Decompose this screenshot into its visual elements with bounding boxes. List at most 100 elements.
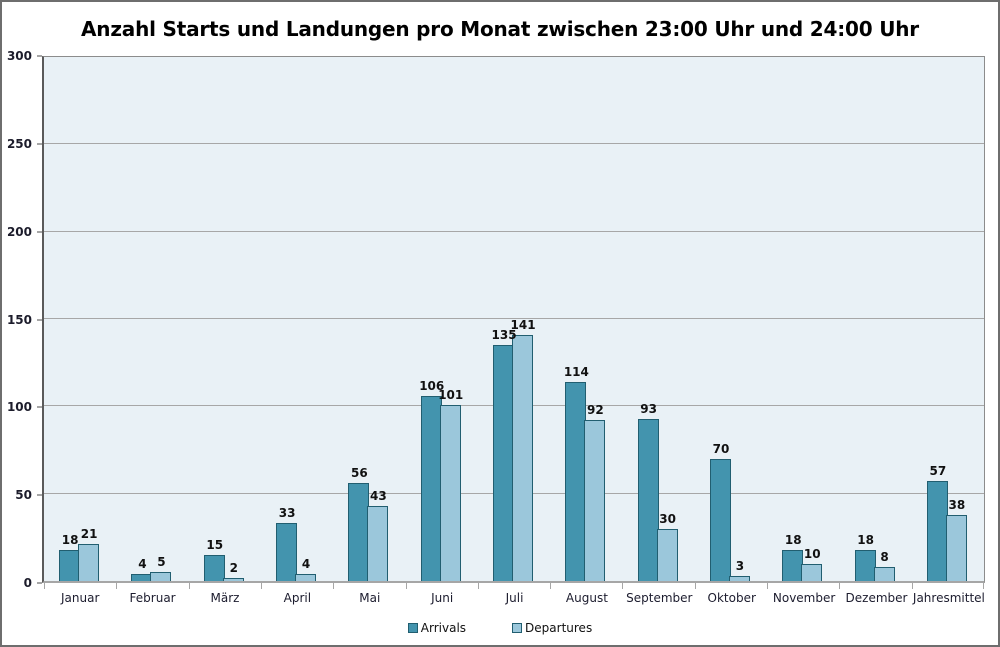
value-label-departures-Dezember: 8 (880, 550, 889, 565)
bar-departures-Dezember[interactable] (873, 567, 895, 581)
bar-departures-Februar[interactable] (150, 572, 172, 581)
value-label-arrivals-Juni: 106 (419, 378, 445, 393)
y-tick-label: 50 (15, 488, 32, 503)
category-group-August: 114 92 (550, 57, 622, 581)
bar-departures-März[interactable] (222, 577, 244, 581)
value-label-departures-Januar: 21 (80, 527, 98, 542)
bar-arrivals-September[interactable] (637, 418, 659, 581)
category-group-Juli: 135 141 (478, 57, 550, 581)
x-tick-mark (622, 583, 624, 589)
value-label-departures-März: 2 (229, 560, 238, 575)
bar-arrivals-Mai[interactable] (348, 483, 370, 581)
value-label-departures-November: 10 (803, 546, 821, 561)
category-group-Dezember: 18 8 (839, 57, 911, 581)
bar-departures-Juli[interactable] (512, 334, 534, 581)
bar-arrivals-August[interactable] (565, 381, 587, 581)
y-tick-label: 300 (6, 49, 32, 63)
x-tick-mark (911, 583, 913, 589)
bar-departures-Januar[interactable] (78, 544, 100, 581)
value-label-departures-Mai: 43 (370, 488, 387, 503)
bar-arrivals-Jahresmittel[interactable] (926, 481, 948, 581)
bar-arrivals-April[interactable] (276, 523, 298, 581)
value-label-arrivals-August: 114 (563, 364, 589, 379)
bar-arrivals-Oktober[interactable] (709, 458, 731, 581)
legend-label: Departures (525, 621, 593, 635)
y-tick-label: 250 (6, 136, 32, 151)
value-label-arrivals-Oktober: 70 (712, 441, 730, 456)
value-label-arrivals-November: 18 (784, 532, 802, 547)
bar-departures-Mai[interactable] (367, 505, 389, 581)
x-tick-mark (694, 583, 696, 589)
value-label-departures-Juli: 141 (510, 317, 536, 332)
bar-departures-April[interactable] (295, 574, 317, 581)
legend-item-arrivals[interactable]: Arrivals (407, 621, 466, 635)
chart-title: Anzahl Starts und Landungen pro Monat zw… (81, 17, 919, 41)
x-category-label-Oktober: Oktober (707, 591, 756, 605)
value-label-arrivals-März: 15 (206, 537, 224, 552)
bar-arrivals-Januar[interactable] (59, 549, 81, 581)
x-tick-mark (983, 583, 984, 589)
x-tick-mark (44, 583, 45, 589)
y-tick-mark (37, 582, 42, 584)
x-tick-mark (188, 583, 190, 589)
value-label-arrivals-Dezember: 18 (857, 532, 874, 547)
value-label-arrivals-Januar: 18 (61, 532, 79, 547)
bar-departures-Oktober[interactable] (728, 575, 750, 581)
x-category-label-Juli: Juli (505, 591, 524, 605)
legend-swatch-icon (512, 623, 523, 633)
x-category-label-April: April (283, 591, 312, 605)
x-tick-mark (405, 583, 407, 589)
x-category-label-September: September (626, 591, 693, 605)
x-category-label-November: November (772, 591, 836, 605)
gridline (44, 143, 984, 145)
bar-departures-November[interactable] (801, 563, 823, 581)
legend-swatch-icon (407, 623, 418, 633)
value-label-departures-September: 30 (659, 511, 677, 526)
x-tick-mark (333, 583, 335, 589)
plot-area: 18 21 4 5 15 2 33 4 56 43 106 101 135 141 114 92 93 30 70 3… (42, 56, 985, 589)
bar-arrivals-November[interactable] (782, 549, 804, 581)
y-tick-mark (37, 55, 42, 57)
y-tick-mark (37, 142, 42, 145)
x-category-label-Jahresmittel: Jahresmittel (912, 591, 985, 605)
bar-arrivals-Februar[interactable] (131, 574, 153, 581)
y-tick-label: 150 (6, 312, 32, 327)
value-label-arrivals-Jahresmittel: 57 (929, 464, 947, 479)
category-group-März: 15 2 (189, 57, 261, 581)
bar-departures-September[interactable] (656, 528, 678, 581)
x-category-label-März: März (210, 591, 240, 605)
category-group-Juni: 106 101 (406, 57, 478, 581)
x-category-label-Januar: Januar (61, 591, 100, 605)
value-label-departures-Oktober: 3 (735, 558, 745, 573)
bar-departures-August[interactable] (584, 420, 606, 581)
legend-item-departures[interactable]: Departures (512, 621, 592, 635)
x-tick-mark (477, 583, 479, 589)
category-group-Jahresmittel: 57 38 (912, 57, 984, 581)
bar-departures-Jahresmittel[interactable] (945, 514, 967, 581)
value-label-departures-Jahresmittel: 38 (948, 497, 966, 512)
value-label-arrivals-Juli: 135 (491, 328, 517, 343)
bar-arrivals-Dezember[interactable] (854, 549, 876, 581)
y-tick-mark (37, 318, 42, 321)
bar-departures-Juni[interactable] (439, 404, 461, 581)
x-axis-labels: Januar Februar März April Mai Juni Juli August S… (44, 591, 985, 609)
x-tick-mark (767, 583, 769, 589)
bar-arrivals-März[interactable] (203, 554, 225, 581)
x-category-label-Dezember: Dezember (845, 591, 908, 605)
category-group-November: 18 10 (767, 57, 839, 581)
y-tick-mark (37, 494, 42, 497)
plot-wrap: 0 50 100 150 200 250 300 18 21 4 5 15 2 33 4 56 43 106 10… (2, 50, 998, 589)
x-tick-mark (550, 583, 552, 589)
category-group-Januar: 18 21 (44, 57, 116, 581)
bar-arrivals-Juli[interactable] (493, 345, 515, 581)
bar-arrivals-Juni[interactable] (420, 395, 442, 581)
y-tick-label: 200 (6, 224, 32, 239)
y-tick-label: 0 (23, 576, 32, 590)
x-category-label-Februar: Februar (129, 591, 176, 605)
bar-cells: 18 21 4 5 15 2 33 4 56 43 106 101 135 141 114 92 93 30 70 3… (44, 57, 984, 581)
value-label-arrivals-April: 33 (278, 506, 296, 521)
x-tick-mark (260, 583, 262, 589)
gridline (44, 230, 984, 232)
category-group-Oktober: 70 3 (695, 57, 767, 581)
